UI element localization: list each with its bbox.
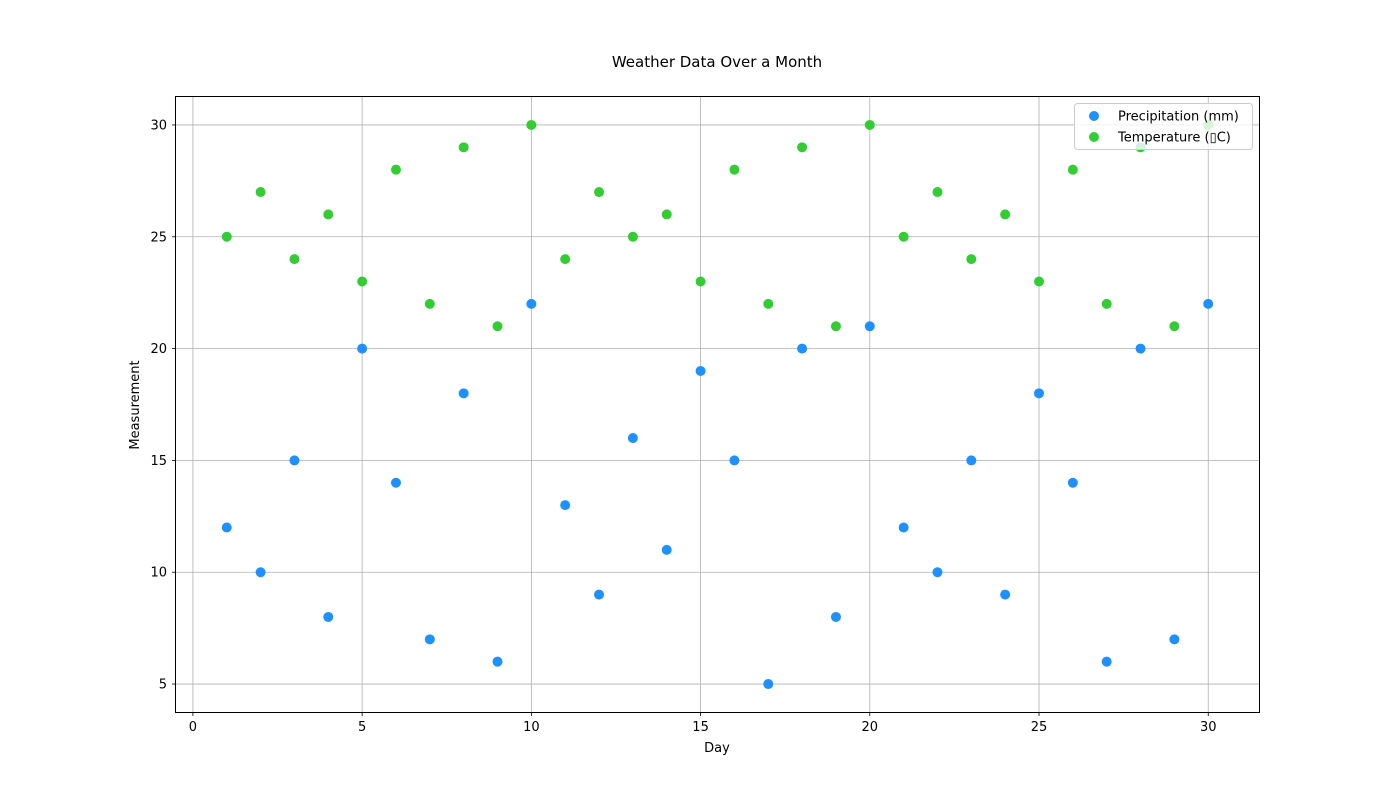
legend-marker (1089, 111, 1099, 121)
legend-entry-label: Temperature (▯C) (1117, 131, 1231, 146)
data-point (560, 254, 571, 265)
data-point (966, 254, 977, 265)
data-point (424, 298, 435, 309)
data-point (526, 119, 537, 130)
data-point (695, 276, 706, 287)
legend: Precipitation (mm) Temperature (▯C) (1074, 103, 1253, 150)
x-axis-label: Day (704, 741, 730, 756)
data-point (797, 343, 808, 354)
data-point (1034, 388, 1045, 399)
data-point (594, 187, 605, 198)
data-point (357, 343, 368, 354)
x-tick-label: 15 (692, 720, 709, 735)
plot-frame (175, 96, 1260, 713)
y-tick-label: 5 (159, 678, 167, 693)
data-point (289, 455, 300, 466)
data-point (424, 634, 435, 645)
data-point (627, 231, 638, 242)
data-point (830, 611, 841, 622)
x-tick-label: 30 (1200, 720, 1217, 735)
data-point (390, 477, 401, 488)
data-point (1169, 321, 1180, 332)
data-point (966, 455, 977, 466)
x-axis-ticks: 0 5 10 15 20 25 30 (189, 712, 1217, 735)
series-precipitation (221, 298, 1214, 690)
data-point (594, 589, 605, 600)
data-point (729, 164, 740, 175)
y-tick-label: 25 (150, 230, 167, 245)
data-point (830, 321, 841, 332)
chart-title: Weather Data Over a Month (612, 53, 822, 71)
data-point (661, 209, 672, 220)
data-point (323, 611, 334, 622)
data-point (1101, 298, 1112, 309)
series-temperature (221, 119, 1214, 332)
data-point (255, 567, 266, 578)
data-point (1101, 656, 1112, 667)
x-tick-label: 0 (189, 720, 197, 735)
data-point (627, 433, 638, 444)
y-tick-label: 20 (150, 342, 167, 357)
y-tick-label: 15 (150, 454, 167, 469)
x-tick-label: 25 (1031, 720, 1048, 735)
legend-box (1074, 103, 1253, 150)
x-tick-label: 10 (523, 720, 540, 735)
data-point (357, 276, 368, 287)
x-tick-label: 5 (358, 720, 366, 735)
data-point (289, 254, 300, 265)
data-point (932, 567, 943, 578)
data-point (492, 656, 503, 667)
x-tick-label: 20 (862, 720, 879, 735)
data-point (323, 209, 334, 220)
data-points (221, 119, 1214, 690)
data-point (560, 500, 571, 511)
data-point (1000, 209, 1011, 220)
data-point (390, 164, 401, 175)
data-point (898, 522, 909, 533)
data-point (729, 455, 740, 466)
data-point (1169, 634, 1180, 645)
legend-entry-label: Precipitation (mm) (1118, 110, 1239, 125)
data-point (661, 544, 672, 555)
data-point (255, 187, 266, 198)
data-point (526, 298, 537, 309)
data-point (763, 679, 774, 690)
data-point (1067, 164, 1078, 175)
data-point (1203, 298, 1214, 309)
data-point (1034, 276, 1045, 287)
data-point (763, 298, 774, 309)
y-axis-ticks: 5 10 15 20 25 30 (150, 118, 176, 693)
legend-marker (1089, 132, 1099, 142)
data-point (864, 119, 875, 130)
data-point (492, 321, 503, 332)
data-point (458, 388, 469, 399)
y-axis-label: Measurement (128, 360, 143, 449)
data-point (864, 321, 875, 332)
data-point (221, 231, 232, 242)
data-point (1135, 343, 1146, 354)
data-point (932, 187, 943, 198)
data-point (458, 142, 469, 153)
grid-lines (176, 97, 1259, 712)
data-point (1000, 589, 1011, 600)
y-tick-label: 10 (150, 566, 167, 581)
data-point (221, 522, 232, 533)
data-point (898, 231, 909, 242)
data-point (797, 142, 808, 153)
data-point (695, 365, 706, 376)
y-tick-label: 30 (150, 118, 167, 133)
data-point (1067, 477, 1078, 488)
